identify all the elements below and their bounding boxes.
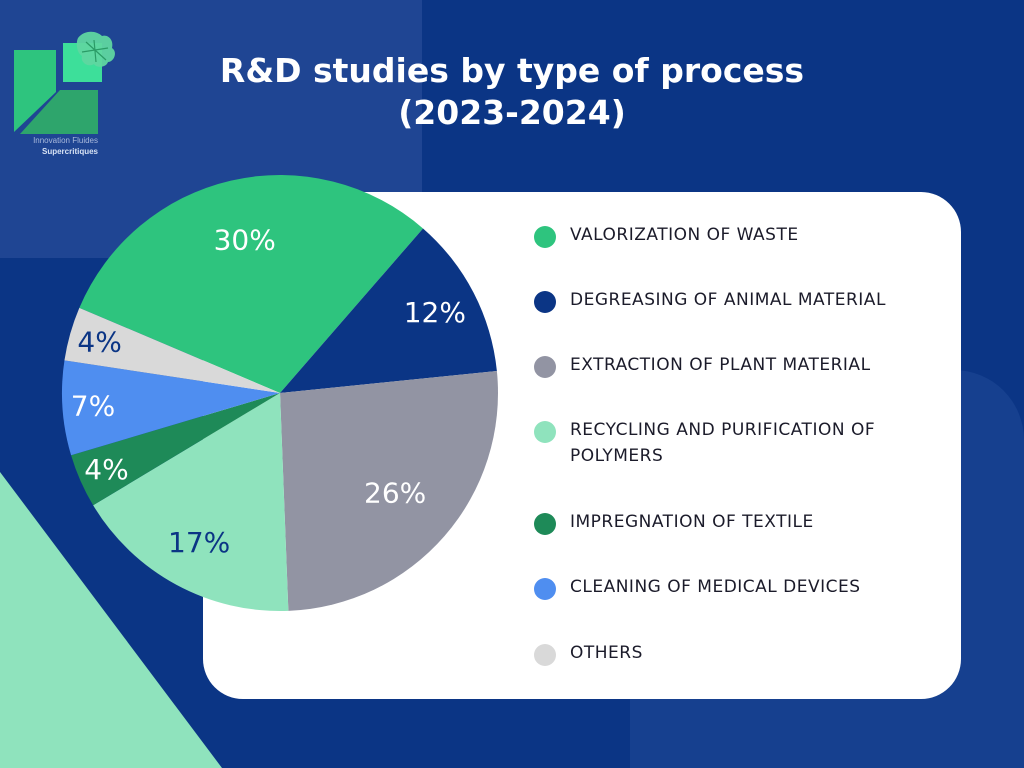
legend-item-5: CLEANING OF MEDICAL DEVICES: [534, 574, 924, 600]
pie-data-label-1: 12%: [404, 296, 466, 329]
logo-text-line1: Innovation Fluides: [33, 136, 98, 145]
pie-slice-6: [64, 307, 280, 393]
chart-title-line2: (2023-2024): [398, 93, 626, 132]
pie-data-label-2: 26%: [364, 477, 426, 510]
legend-item-6: OTHERS: [534, 640, 924, 666]
legend-swatch-5: [534, 578, 556, 600]
pie-data-label-4: 4%: [84, 453, 128, 486]
pie-slice-2: [280, 370, 499, 611]
logo-text-line2: Supercritiques: [41, 147, 98, 156]
legend-item-3: RECYCLING AND PURIFICATION OF POLYMERS: [534, 417, 924, 469]
legend-label-5: CLEANING OF MEDICAL DEVICES: [570, 577, 861, 597]
chart-title: R&D studies by type of process (2023-202…: [0, 50, 1024, 134]
legend-swatch-4: [534, 513, 556, 535]
legend-swatch-3: [534, 421, 556, 443]
pie-data-label-6: 4%: [77, 325, 121, 358]
legend-item-2: EXTRACTION OF PLANT MATERIAL: [534, 352, 924, 378]
legend-label-1: DEGREASING OF ANIMAL MATERIAL: [570, 290, 886, 310]
logo-icon: [14, 31, 115, 134]
legend-label-6: OTHERS: [570, 643, 643, 663]
pie-slice-1: [280, 228, 497, 393]
pie-data-label-0: 30%: [214, 224, 276, 257]
legend-swatch-6: [534, 644, 556, 666]
pie-slice-4: [71, 393, 280, 506]
pie-slice-3: [93, 393, 289, 611]
pie-slice-5: [61, 360, 280, 456]
legend-label-3: RECYCLING AND PURIFICATION OF POLYMERS: [570, 420, 876, 466]
pie-data-label-3: 17%: [168, 526, 230, 559]
legend-swatch-2: [534, 356, 556, 378]
legend-label-4: IMPREGNATION OF TEXTILE: [570, 512, 814, 532]
pie-slice-0: [79, 175, 424, 393]
legend-item-0: VALORIZATION OF WASTE: [534, 222, 924, 248]
legend-item-4: IMPREGNATION OF TEXTILE: [534, 509, 924, 535]
legend-swatch-0: [534, 226, 556, 248]
pie-data-label-5: 7%: [71, 390, 115, 423]
legend-label-0: VALORIZATION OF WASTE: [570, 225, 799, 245]
legend-label-2: EXTRACTION OF PLANT MATERIAL: [570, 355, 871, 375]
legend-item-1: DEGREASING OF ANIMAL MATERIAL: [534, 287, 924, 313]
legend-swatch-1: [534, 291, 556, 313]
chart-title-line1: R&D studies by type of process: [219, 51, 805, 90]
